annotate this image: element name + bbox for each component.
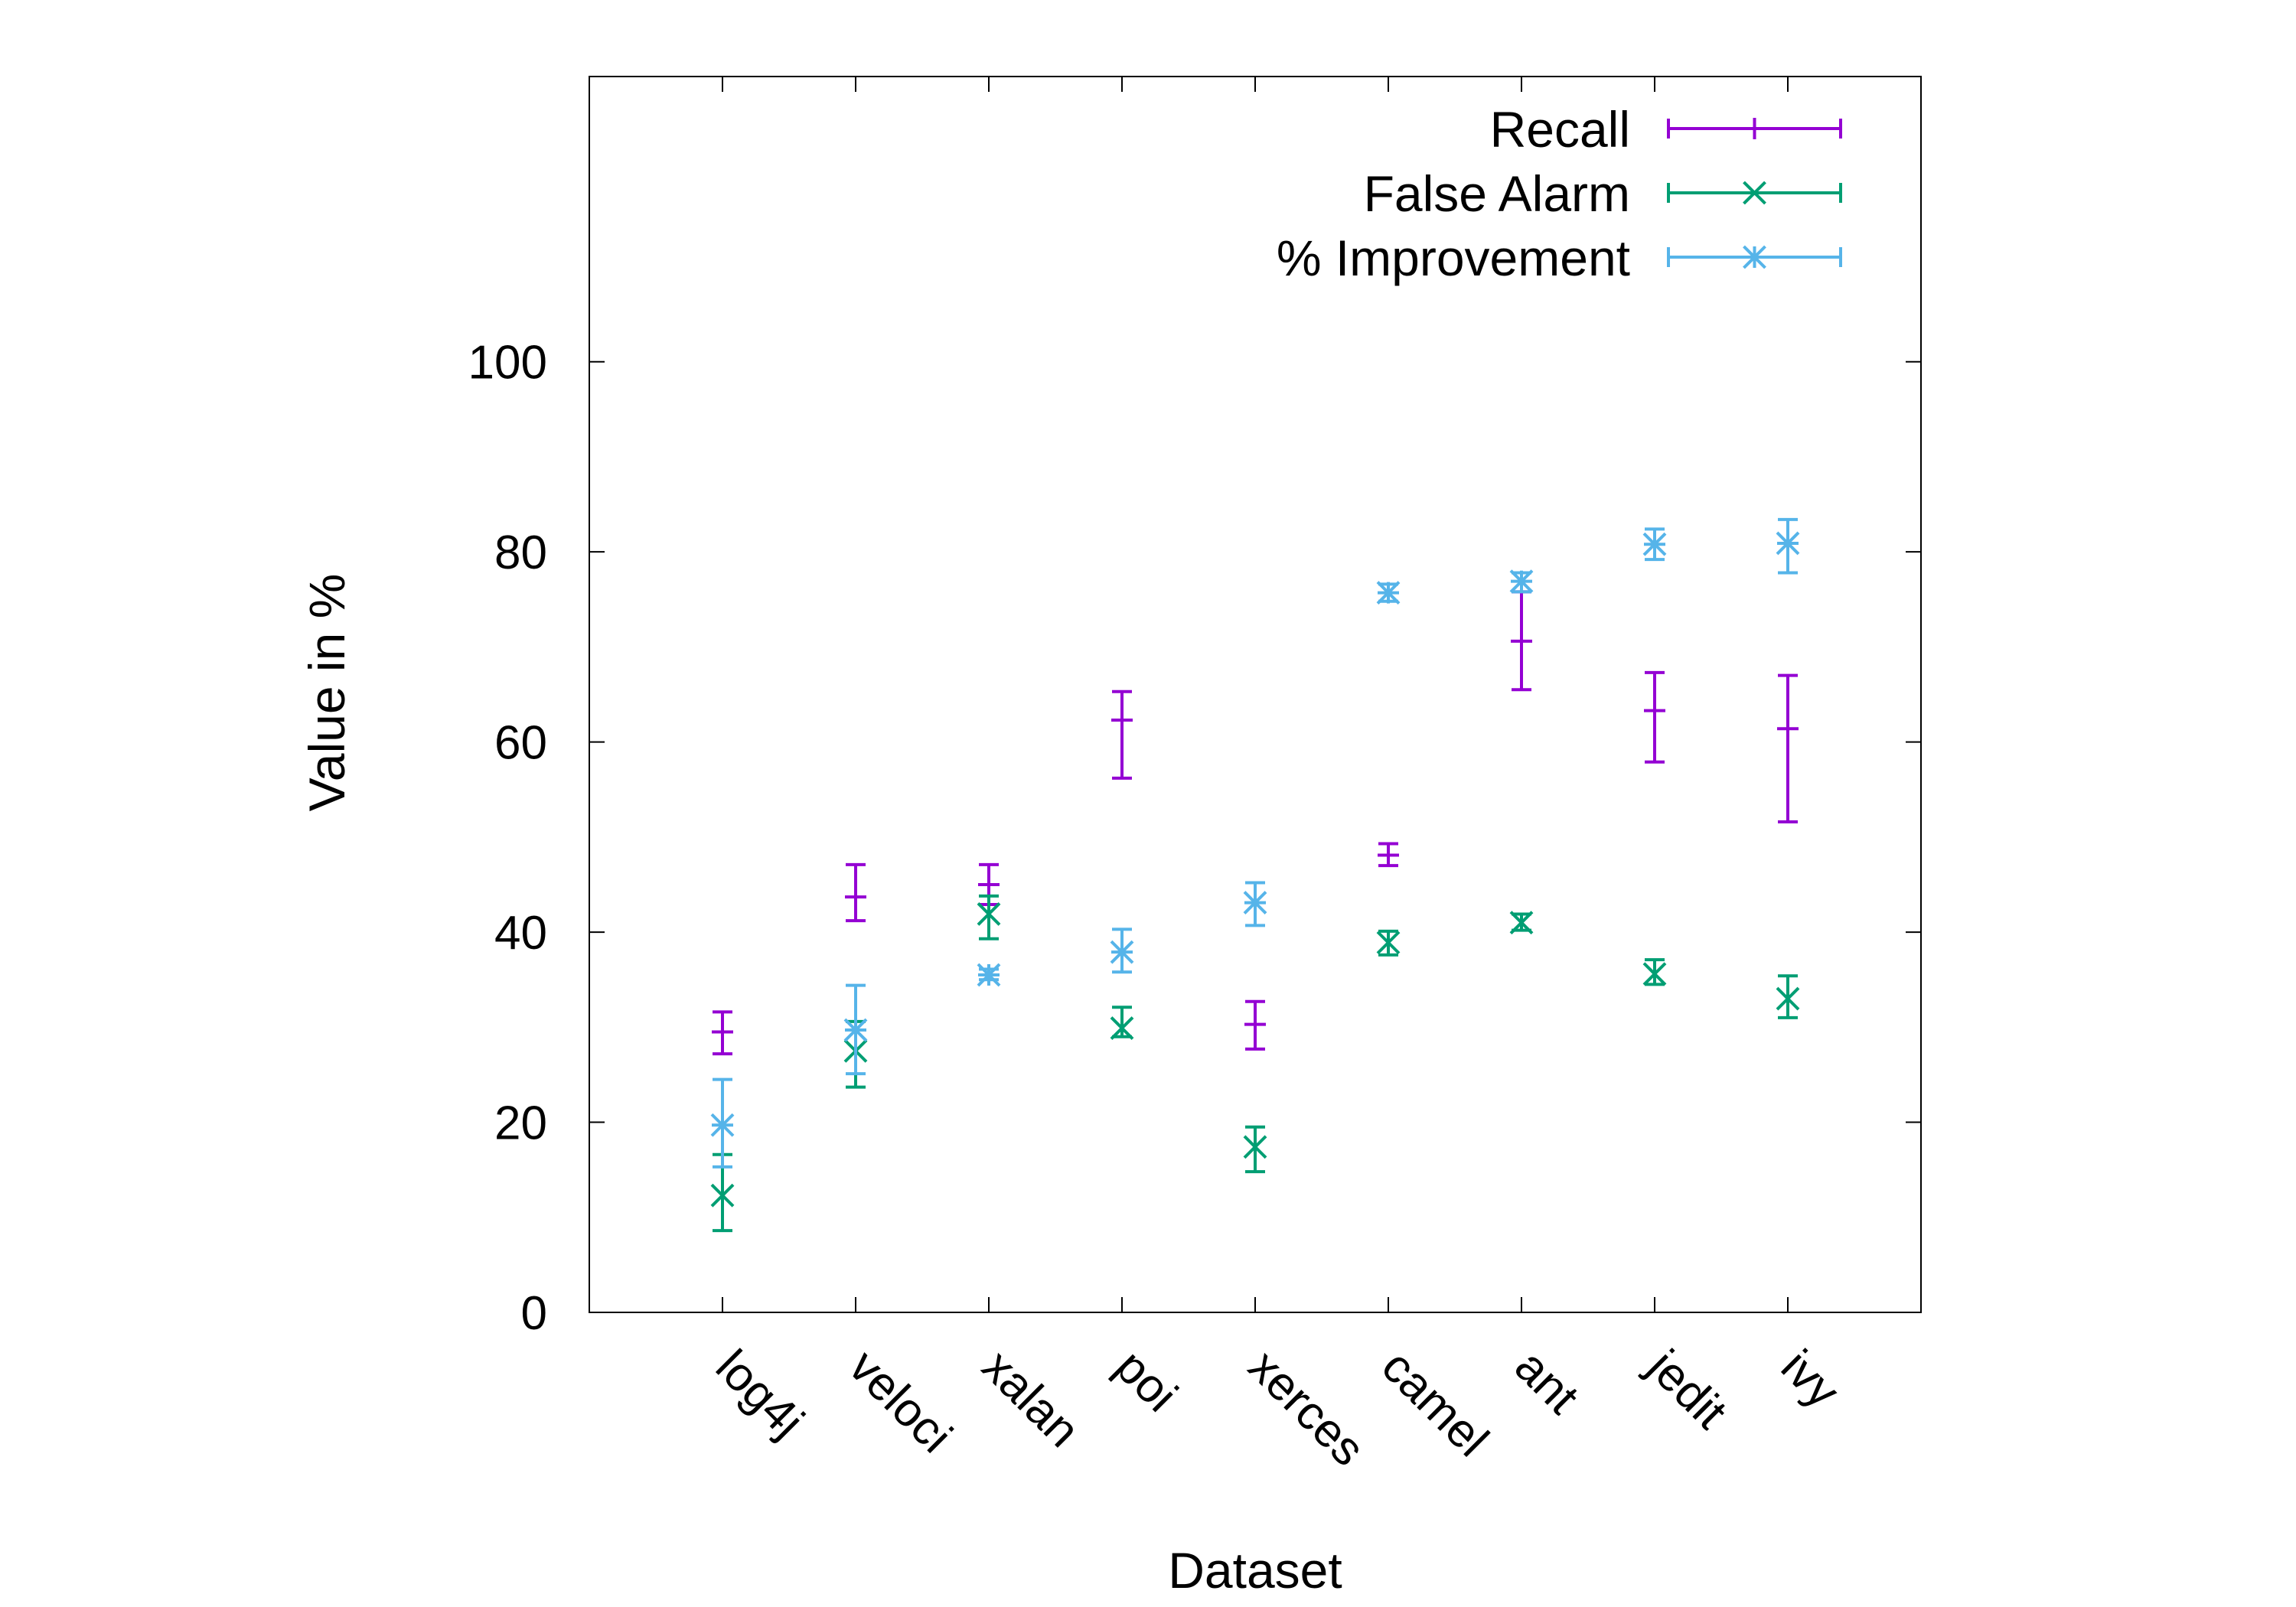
series-improvement: [710, 517, 1800, 1169]
y-tick-label: 60: [494, 717, 547, 770]
data-point: [712, 1021, 733, 1043]
data-point: [1642, 532, 1667, 556]
data-point: [1776, 531, 1800, 556]
data-point: [977, 963, 1001, 987]
data-point: [1509, 911, 1534, 935]
data-point: [1110, 940, 1134, 964]
y-axis-title: Value in %: [298, 574, 355, 812]
legend-label: False Alarm: [1364, 165, 1630, 222]
data-point: [1243, 1135, 1267, 1159]
legend-marker: [1743, 118, 1766, 139]
x-tick-label: poi: [1105, 1340, 1187, 1422]
data-point: [845, 886, 866, 908]
error-bar: [1112, 689, 1132, 780]
data-point: [1509, 569, 1534, 594]
data-point: [1376, 931, 1401, 955]
error-bar: [1245, 1125, 1265, 1174]
data-point: [1378, 844, 1399, 866]
x-tick-label: veloci: [839, 1340, 962, 1463]
data-point: [978, 873, 1000, 895]
legend-item: Recall: [1490, 101, 1842, 158]
data-point: [1376, 581, 1401, 605]
data-point: [1110, 1016, 1134, 1040]
x-tick-label: jedit: [1637, 1339, 1737, 1439]
x-tick-label: log4j: [706, 1340, 814, 1448]
legend-swatch: [1667, 245, 1842, 269]
legend: Recall False Alarm % Improvement: [1277, 101, 1842, 286]
legend-marker: [1743, 181, 1766, 205]
error-bar: [1778, 673, 1798, 823]
legend-label: % Improvement: [1277, 230, 1630, 286]
data-point: [1243, 891, 1267, 914]
series-recall: [712, 590, 1799, 1056]
legend-item: % Improvement: [1277, 230, 1842, 286]
data-point: [1776, 986, 1800, 1011]
y-tick-label: 0: [521, 1287, 547, 1340]
x-tick-label: xalan: [972, 1340, 1090, 1458]
data-point: [843, 1018, 868, 1042]
data-point: [1111, 709, 1133, 732]
error-bar: [979, 894, 999, 940]
data-point: [977, 902, 1001, 926]
legend-swatch: [1667, 181, 1842, 205]
data-point: [1244, 1013, 1266, 1035]
y-tick-label: 80: [494, 526, 547, 579]
y-tick-label: 40: [494, 907, 547, 960]
data-series: [710, 517, 1800, 1233]
data-point: [1511, 630, 1532, 652]
legend-label: Recall: [1490, 101, 1630, 158]
legend-marker: [1743, 245, 1766, 269]
x-axis-title: Dataset: [1168, 1542, 1342, 1599]
y-tick-label: 100: [468, 337, 547, 390]
series-false-alarm: [710, 894, 1800, 1233]
data-point: [1777, 718, 1799, 740]
data-point: [1644, 699, 1665, 722]
legend-swatch: [1667, 118, 1842, 139]
x-tick-label: ivy: [1771, 1340, 1849, 1418]
data-point: [1642, 962, 1667, 986]
x-tick-label: ant: [1505, 1340, 1589, 1424]
y-tick-labels: 0 20 40 60 80 100: [468, 337, 547, 1340]
data-point: [710, 1113, 735, 1137]
x-tick-label: xerces: [1238, 1340, 1375, 1476]
legend-item: False Alarm: [1364, 165, 1842, 222]
axis-ticks: [589, 77, 1921, 1313]
y-tick-label: 20: [494, 1097, 547, 1150]
data-point: [710, 1183, 735, 1208]
x-tick-label: camel: [1371, 1340, 1499, 1467]
